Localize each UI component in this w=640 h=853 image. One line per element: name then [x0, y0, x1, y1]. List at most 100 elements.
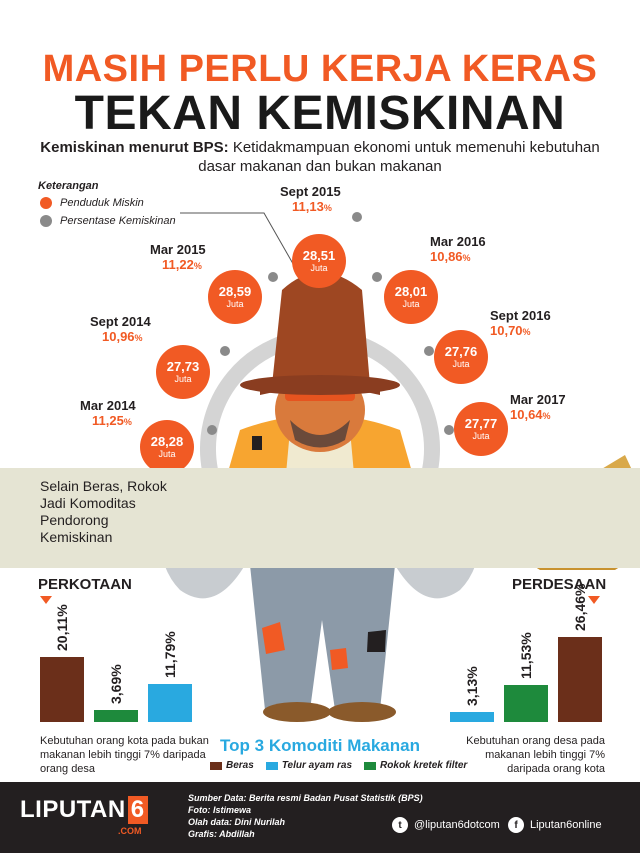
- rural-label: PERDESAAN: [512, 576, 607, 593]
- bar-value-label: 11,53%: [518, 632, 534, 679]
- percent-label: 10,86%: [430, 249, 471, 264]
- urban-note: Kebutuhan orang kota pada bukan makanan …: [40, 735, 209, 775]
- bubble-value: 28,28: [150, 434, 184, 449]
- poor-population-bubble: 27,77 Juta: [454, 402, 508, 456]
- credits: Sumber Data: Berita resmi Badan Pusat St…: [188, 792, 423, 840]
- bubble-unit: Juta: [472, 431, 490, 441]
- period-label: Mar 2016: [430, 234, 486, 249]
- bar-value-label: 20,11%: [54, 604, 70, 652]
- legend-item-poor: Penduduk Miskin: [40, 197, 144, 209]
- period-label: Mar 2015: [150, 242, 206, 257]
- poor-population-bubble: 28,01 Juta: [384, 270, 438, 324]
- legend-beras: Beras: [210, 760, 254, 771]
- bubble-unit: Juta: [174, 374, 192, 384]
- brand-six: 6: [127, 796, 148, 824]
- percent-value: 10,64: [510, 407, 543, 422]
- percent-unit: %: [134, 333, 143, 343]
- period-label: Sept 2014: [90, 314, 151, 329]
- facebook-handle: Liputan6online: [530, 819, 602, 831]
- percent-label: 10,70%: [490, 323, 531, 338]
- legend-telur-label: Telur ayam ras: [281, 760, 353, 771]
- credit-photo: Foto: Istimewa: [188, 805, 252, 815]
- percent-dot: [207, 425, 217, 435]
- period-label: Mar 2017: [510, 392, 566, 407]
- bubble-unit: Juta: [310, 263, 328, 273]
- percent-unit: %: [462, 253, 471, 263]
- period-label: Sept 2016: [490, 308, 551, 323]
- percent-value: 10,86: [430, 249, 463, 264]
- legend-label-poor: Penduduk Miskin: [60, 197, 144, 209]
- beras-swatch-icon: [210, 761, 222, 770]
- bubble-value: 27,77: [464, 416, 498, 431]
- rokok-swatch-icon: [364, 761, 377, 770]
- brand-text: LIPUTAN: [20, 796, 126, 823]
- title-line-1: MASIH PERLU KERJA KERAS: [42, 48, 598, 90]
- legend-connector-line: [180, 212, 301, 277]
- percent-dot: [424, 346, 434, 356]
- poor-population-bubble: 28,59 Juta: [208, 270, 262, 324]
- percent-dot: [352, 212, 362, 222]
- bubble-value: 27,76: [444, 344, 478, 359]
- percent-dot: [372, 272, 382, 282]
- poor-population-bubble: 27,76 Juta: [434, 330, 488, 384]
- bubble-value: 27,73: [166, 359, 200, 374]
- facebook-link[interactable]: f Liputan6online: [508, 817, 602, 833]
- percent-unit: %: [193, 261, 202, 271]
- legend-label-percent: Persentase Kemiskinan: [60, 215, 176, 227]
- bubble-unit: Juta: [452, 359, 470, 369]
- percent-dot: [268, 272, 278, 282]
- percent-dot: [444, 425, 454, 435]
- bubble-unit: Juta: [402, 299, 420, 309]
- poor-population-bubble: 28,51 Juta: [292, 234, 346, 288]
- legend-title: Keterangan: [38, 180, 99, 192]
- percent-value: 10,70: [490, 323, 523, 338]
- poor-population-bubble: 27,73 Juta: [156, 345, 210, 399]
- subtitle-bold: Kemiskinan menurut BPS:: [40, 139, 229, 156]
- percent-label: 11,13%: [292, 199, 332, 214]
- subtitle-rest: Ketidakmampuan ekonomi untuk memenuhi ke…: [198, 139, 600, 175]
- legend-item-percent: Persentase Kemiskinan: [40, 215, 176, 227]
- bubble-value: 28,59: [218, 284, 252, 299]
- period-label: Sept 2015: [280, 184, 341, 199]
- urban-arrow-icon: [40, 596, 52, 604]
- bar-value-label: 3,13%: [464, 666, 480, 706]
- credit-data: Olah data: Dini Nurilah: [188, 817, 286, 827]
- bar-rokok-kretek-filter: [94, 710, 138, 722]
- legend-rokok-label: Rokok kretek filter: [380, 760, 468, 771]
- title-line-2: TEKAN KEMISKINAN: [74, 87, 566, 140]
- bar-beras: [558, 636, 602, 722]
- percent-value: 10,96: [102, 329, 135, 344]
- bar-value-label: 26,46%: [572, 583, 588, 631]
- urban-label: PERKOTAAN: [38, 576, 132, 593]
- bar-telur-ayam-ras: [148, 683, 192, 722]
- percent-value: 11,22: [162, 257, 194, 272]
- credit-source: Sumber Data: Berita resmi Badan Pusat St…: [188, 793, 423, 803]
- orange-dot-icon: [40, 197, 52, 209]
- top3-title: Top 3 Komoditi Makanan: [220, 736, 420, 755]
- facebook-icon: f: [508, 817, 524, 833]
- bubble-value: 28,51: [302, 248, 336, 263]
- percent-label: 10,96%: [102, 329, 143, 344]
- bar-telur-ayam-ras: [450, 711, 494, 722]
- bubble-unit: Juta: [226, 299, 244, 309]
- twitter-icon: t: [392, 817, 408, 833]
- percent-label: 11,22%: [162, 257, 202, 272]
- rural-arrow-icon: [588, 596, 600, 604]
- period-label: Mar 2014: [80, 398, 136, 413]
- twitter-handle: @liputan6dotcom: [414, 819, 500, 831]
- footer: [0, 782, 640, 853]
- twitter-link[interactable]: t @liputan6dotcom: [392, 817, 500, 833]
- bar-rokok-kretek-filter: [504, 684, 548, 722]
- percent-label: 11,25%: [92, 413, 132, 428]
- top3-legend: Beras Telur ayam ras Rokok kretek filter: [210, 760, 467, 771]
- percent-value: 11,13: [292, 199, 324, 214]
- bar-beras: [40, 657, 84, 722]
- legend-beras-label: Beras: [226, 760, 254, 771]
- legend-rokok: Rokok kretek filter: [364, 760, 467, 771]
- poor-population-bubble: 28,28 Juta: [140, 420, 194, 474]
- percent-dot: [220, 346, 230, 356]
- bar-value-label: 3,69%: [108, 664, 124, 705]
- brand-logo[interactable]: LIPUTAN 6: [20, 796, 148, 824]
- percent-label: 10,64%: [510, 407, 551, 422]
- band-text: Selain Beras, Rokok Jadi Komoditas Pendo…: [40, 478, 167, 545]
